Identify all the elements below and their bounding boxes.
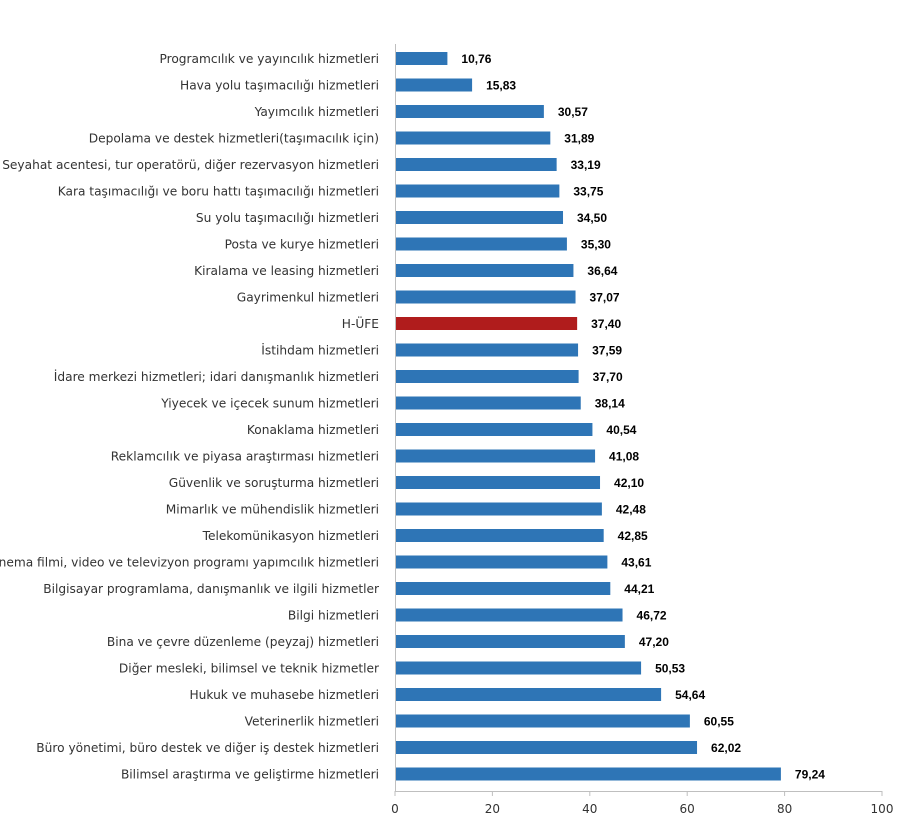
- category-label: Yayımcılık hizmetleri: [254, 105, 379, 119]
- bar: [395, 608, 623, 622]
- value-label: 44,21: [624, 582, 654, 596]
- category-label: Su yolu taşımacılığı hizmetleri: [196, 211, 379, 225]
- value-label: 46,72: [637, 609, 667, 623]
- bar: [395, 131, 551, 145]
- x-tick-label: 40: [582, 802, 597, 816]
- value-label: 35,30: [581, 238, 611, 252]
- value-label: 50,53: [655, 662, 685, 676]
- category-label: İdare merkezi hizmetleri; idari danışman…: [54, 369, 379, 384]
- category-label: Bilgi hizmetleri: [288, 609, 379, 623]
- x-tick-label: 0: [391, 802, 399, 816]
- value-label: 34,50: [577, 211, 607, 225]
- category-label: Büro yönetimi, büro destek ve diğer iş d…: [36, 741, 379, 755]
- value-label: 37,59: [592, 344, 622, 358]
- bar-highlight: [395, 317, 578, 330]
- value-label: 43,61: [621, 556, 651, 570]
- x-tick-label: 100: [871, 802, 894, 816]
- category-label: Kara taşımacılığı ve boru hattı taşımacı…: [58, 185, 379, 199]
- value-label: 62,02: [711, 741, 741, 755]
- value-label: 42,85: [618, 529, 648, 543]
- category-label: Konaklama hizmetleri: [247, 423, 379, 437]
- bar: [395, 264, 574, 277]
- category-label: Hukuk ve muhasebe hizmetleri: [190, 688, 380, 702]
- bar: [395, 582, 611, 595]
- value-label: 40,54: [606, 423, 636, 437]
- bar: [395, 105, 544, 118]
- value-label: 33,75: [573, 185, 603, 199]
- bar: [395, 423, 593, 436]
- value-label: 10,76: [461, 52, 491, 66]
- bar: [395, 529, 604, 542]
- category-label: Telekomünikasyon hizmetleri: [202, 529, 379, 543]
- category-label: Reklamcılık ve piyasa araştırması hizmet…: [111, 450, 379, 464]
- bar: [395, 158, 557, 171]
- bar: [395, 237, 567, 251]
- value-label: 30,57: [558, 105, 588, 119]
- category-label: Programcılık ve yayıncılık hizmetleri: [159, 52, 379, 66]
- value-label: 60,55: [704, 715, 734, 729]
- value-label: 54,64: [675, 688, 705, 702]
- value-label: 42,48: [616, 503, 646, 517]
- bar: [395, 476, 601, 489]
- category-labels: Programcılık ve yayıncılık hizmetleri Hav…: [0, 52, 380, 782]
- category-label: Diğer mesleki, bilimsel ve teknik hizmet…: [119, 662, 380, 676]
- value-label: 37,07: [590, 291, 620, 305]
- category-label: Veterinerlik hizmetleri: [245, 715, 379, 729]
- value-label: 37,40: [591, 317, 621, 331]
- category-label: Kiralama ve leasing hizmetleri: [194, 264, 379, 278]
- bar: [395, 211, 564, 224]
- value-label: 31,89: [564, 132, 594, 146]
- category-label: Yiyecek ve içecek sunum hizmetleri: [160, 397, 379, 411]
- bar: [395, 555, 608, 569]
- category-label: Bina ve çevre düzenleme (peyzaj) hizmetl…: [107, 635, 379, 649]
- bar: [395, 714, 690, 728]
- bars-layer: [395, 52, 781, 781]
- bar: [395, 52, 448, 65]
- x-tick-label: 60: [680, 802, 695, 816]
- x-tick-label: 80: [777, 802, 792, 816]
- value-label: 38,14: [595, 397, 625, 411]
- value-label: 15,83: [486, 79, 516, 93]
- category-label: H-ÜFE: [342, 315, 379, 331]
- category-label: Mimarlık ve mühendislik hizmetleri: [166, 503, 379, 517]
- bar: [395, 767, 781, 781]
- bar: [395, 290, 576, 304]
- category-label: Bilimsel araştırma ve geliştirme hizmetl…: [121, 768, 379, 782]
- bar: [395, 688, 662, 701]
- value-label: 42,10: [614, 476, 644, 490]
- category-label: Depolama ve destek hizmetleri(taşımacılı…: [89, 132, 379, 146]
- value-labels: 10,76 15,83 30,57 31,89 33,19 33,75 34,50 35,30…: [461, 52, 825, 782]
- value-label: 37,70: [593, 370, 623, 384]
- category-label: Sinema filmi, video ve televizyon progra…: [0, 556, 379, 570]
- value-label: 47,20: [639, 635, 669, 649]
- bar: [395, 449, 596, 463]
- category-label: Seyahat acentesi, tur operatörü, diğer r…: [2, 158, 379, 172]
- value-label: 33,19: [571, 158, 601, 172]
- bar: [395, 741, 698, 754]
- value-label: 41,08: [609, 450, 639, 464]
- value-label: 36,64: [587, 264, 617, 278]
- bar: [395, 184, 560, 198]
- bar: [395, 635, 625, 648]
- bar: [395, 396, 581, 410]
- bar: [395, 78, 473, 92]
- category-label: İstihdam hizmetleri: [261, 343, 379, 358]
- bar: [395, 370, 579, 383]
- bar: [395, 661, 642, 675]
- x-tick-label: 20: [485, 802, 500, 816]
- category-label: Posta ve kurye hizmetleri: [225, 238, 379, 252]
- x-axis: 0 20 40 60 80 100: [391, 44, 893, 816]
- bar: [395, 343, 579, 357]
- category-label: Bilgisayar programlama, danışmanlık ve i…: [43, 582, 380, 596]
- bar: [395, 502, 602, 516]
- category-label: Hava yolu taşımacılığı hizmetleri: [180, 79, 379, 93]
- category-label: Güvenlik ve soruşturma hizmetleri: [169, 476, 379, 490]
- value-label: 79,24: [795, 768, 825, 782]
- category-label: Gayrimenkul hizmetleri: [237, 291, 379, 305]
